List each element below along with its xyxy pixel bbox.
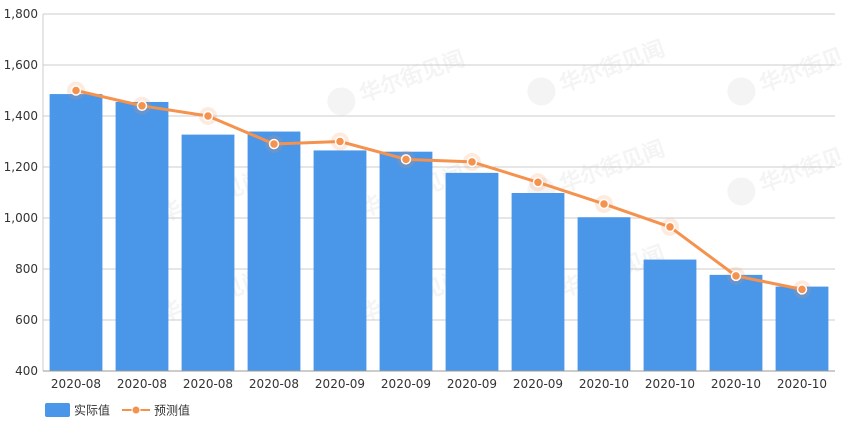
x-tick-label: 2020-10 [579, 377, 629, 391]
x-tick-label: 2020-10 [645, 377, 695, 391]
y-tick-label: 600 [15, 313, 38, 327]
x-tick-label: 2020-09 [513, 377, 563, 391]
forecast-point[interactable] [532, 177, 544, 188]
y-tick-label: 1,000 [4, 211, 38, 225]
bar[interactable] [643, 259, 697, 371]
bar[interactable] [511, 193, 565, 371]
y-tick-label: 1,200 [4, 160, 38, 174]
legend-label-actual: 实际值 [74, 403, 110, 418]
bar[interactable] [445, 172, 499, 371]
forecast-point[interactable] [400, 154, 412, 165]
x-tick-label: 2020-10 [777, 377, 827, 391]
forecast-line [75, 89, 803, 291]
forecast-point[interactable] [796, 284, 808, 295]
watermark: 华尔街见闻 [327, 46, 468, 116]
y-tick-label: 1,600 [4, 58, 38, 72]
forecast-point[interactable] [202, 110, 214, 122]
legend-marker-forecast [131, 405, 141, 415]
legend[interactable]: 实际值 预测值 [45, 403, 190, 418]
y-tick-label: 400 [15, 364, 38, 378]
legend-label-forecast: 预测值 [154, 403, 190, 418]
legend-item-forecast[interactable]: 预测值 [122, 403, 190, 418]
x-axis: 2020-08 2020-08 2020-08 2020-08 2020-09 2020-… [43, 370, 835, 391]
watermark: 华尔街见闻 [727, 36, 842, 106]
forecast-point[interactable] [70, 85, 82, 96]
forecast-point[interactable] [334, 136, 346, 147]
bar[interactable] [379, 151, 433, 371]
forecast-point[interactable] [598, 198, 610, 210]
x-tick-label: 2020-09 [381, 377, 431, 391]
y-tick-label: 1,400 [4, 109, 38, 123]
x-tick-label: 2020-08 [117, 377, 167, 391]
line-series [67, 81, 811, 299]
bar[interactable] [181, 134, 235, 371]
bar[interactable] [49, 94, 103, 371]
y-tick-label: 1,800 [4, 7, 38, 21]
bar-series [49, 94, 829, 371]
forecast-point[interactable] [136, 100, 148, 112]
y-axis: 400 600 800 1,000 1,200 1,400 1,600 1,800 [4, 7, 44, 378]
x-tick-label: 2020-10 [711, 377, 761, 391]
y-tick-label: 800 [15, 262, 38, 276]
x-tick-label: 2020-08 [51, 377, 101, 391]
x-tick-label: 2020-09 [315, 377, 365, 391]
x-tick-label: 2020-08 [249, 377, 299, 391]
x-tick-label: 2020-09 [447, 377, 497, 391]
bar[interactable] [577, 217, 631, 371]
watermark: 华尔街见闻 [727, 136, 842, 206]
forecast-point[interactable] [268, 138, 280, 150]
watermark: 华尔街见闻 [527, 36, 668, 106]
forecast-point[interactable] [664, 221, 676, 233]
x-tick-label: 2020-08 [183, 377, 233, 391]
legend-item-actual[interactable]: 实际值 [45, 403, 110, 418]
svg-text:华尔街见闻: 华尔街见闻 [356, 46, 468, 108]
bar[interactable] [115, 101, 169, 371]
svg-text:华尔街见闻: 华尔街见闻 [756, 36, 842, 98]
forecast-point[interactable] [466, 156, 478, 168]
bar[interactable] [775, 286, 829, 371]
bar[interactable] [313, 150, 367, 371]
svg-text:华尔街见闻: 华尔街见闻 [556, 36, 668, 98]
bar[interactable] [247, 131, 301, 371]
legend-swatch-actual [45, 403, 70, 417]
bar[interactable] [709, 274, 763, 371]
forecast-point[interactable] [730, 270, 742, 282]
